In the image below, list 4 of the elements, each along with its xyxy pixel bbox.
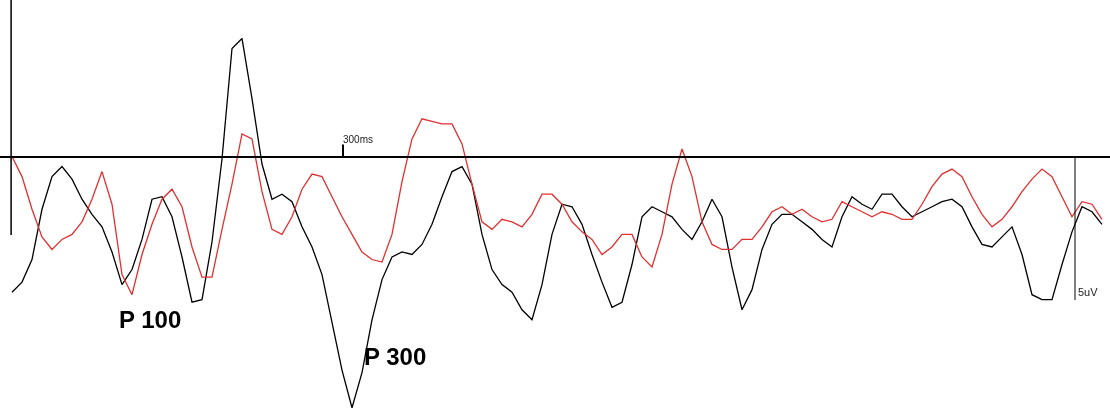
annotation: 300ms bbox=[343, 134, 374, 145]
annotation: P 300 bbox=[364, 343, 427, 370]
annotation: P 100 bbox=[119, 306, 182, 333]
annotation: 5uV bbox=[1078, 286, 1099, 298]
